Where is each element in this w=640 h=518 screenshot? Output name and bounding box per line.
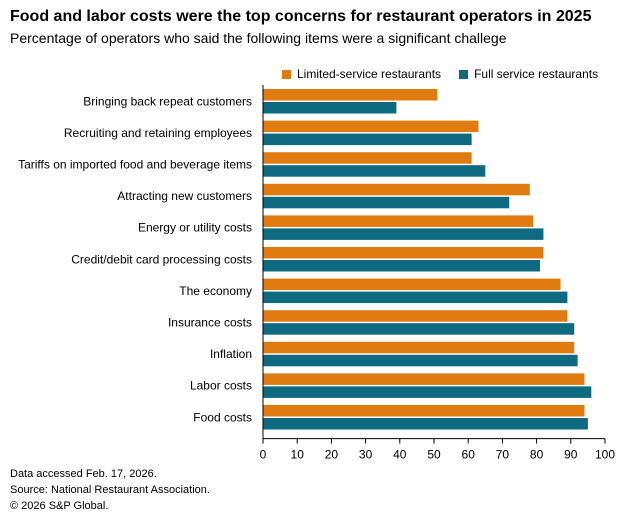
legend-swatch-limited: [282, 69, 291, 79]
bar-full-service: [263, 418, 588, 430]
bar-limited-service: [263, 247, 544, 259]
chart-subtitle: Percentage of operators who said the fol…: [10, 30, 507, 46]
category-label: Food costs: [193, 410, 252, 424]
x-tick-label: 40: [393, 448, 407, 462]
footer: Data accessed Feb. 17, 2026. Source: Nat…: [10, 466, 210, 514]
bar-limited-service: [263, 152, 472, 164]
x-tick-label: 90: [564, 448, 578, 462]
category-label: Credit/debit card processing costs: [71, 252, 252, 266]
x-tick-label: 10: [291, 448, 305, 462]
footer-source: Source: National Restaurant Association.: [10, 484, 210, 496]
bar-full-service: [263, 102, 397, 114]
legend-item-full: Full service restaurants: [459, 67, 598, 81]
category-label: Inflation: [210, 347, 252, 361]
category-label: Insurance costs: [168, 315, 252, 329]
bar-limited-service: [263, 373, 585, 385]
legend-swatch-full: [459, 69, 469, 79]
category-label: Labor costs: [190, 379, 252, 393]
x-tick-label: 80: [530, 448, 544, 462]
category-label: Recruiting and retaining employees: [64, 126, 252, 140]
footer-accessed: Data accessed Feb. 17, 2026.: [10, 468, 157, 480]
legend-item-limited: Limited-service restaurants: [282, 67, 441, 81]
bar-limited-service: [263, 405, 585, 417]
bar-full-service: [263, 260, 541, 272]
bar-limited-service: [263, 341, 575, 354]
chart-title: Food and labor costs were the top concer…: [10, 8, 592, 25]
category-label: Attracting new customers: [117, 189, 252, 203]
bar-limited-service: [263, 120, 479, 133]
bar-limited-service: [263, 183, 530, 196]
bar-full-service: [263, 323, 575, 335]
category-label: Energy or utility costs: [138, 221, 252, 235]
bar-full-service: [263, 165, 486, 177]
legend: Limited-service restaurants Full service…: [282, 67, 598, 81]
bar-full-service: [263, 196, 510, 209]
bar-full-service: [263, 291, 568, 304]
bar-limited-service: [263, 310, 568, 322]
x-tick-label: 30: [359, 448, 373, 462]
x-tick-label: 70: [496, 448, 510, 462]
footer-copyright: © 2026 S&P Global.: [10, 500, 109, 512]
x-tick-label: 50: [427, 448, 441, 462]
bar-limited-service: [263, 278, 561, 291]
legend-label-full: Full service restaurants: [474, 67, 599, 81]
category-label: Bringing back repeat customers: [83, 94, 252, 108]
bar-limited-service: [263, 89, 438, 101]
x-tick-label: 100: [595, 448, 615, 462]
legend-label-limited: Limited-service restaurants: [297, 67, 442, 81]
bar-full-service: [263, 386, 592, 398]
x-tick-label: 20: [325, 448, 339, 462]
bar-full-service: [263, 228, 544, 240]
x-tick-label: 60: [462, 448, 476, 462]
x-tick-label: 0: [260, 448, 267, 462]
bar-full-service: [263, 133, 472, 146]
bar-full-service: [263, 354, 578, 367]
category-label: Tariffs on imported food and beverage it…: [18, 157, 252, 171]
bar-limited-service: [263, 215, 534, 227]
category-label: The economy: [179, 284, 252, 298]
